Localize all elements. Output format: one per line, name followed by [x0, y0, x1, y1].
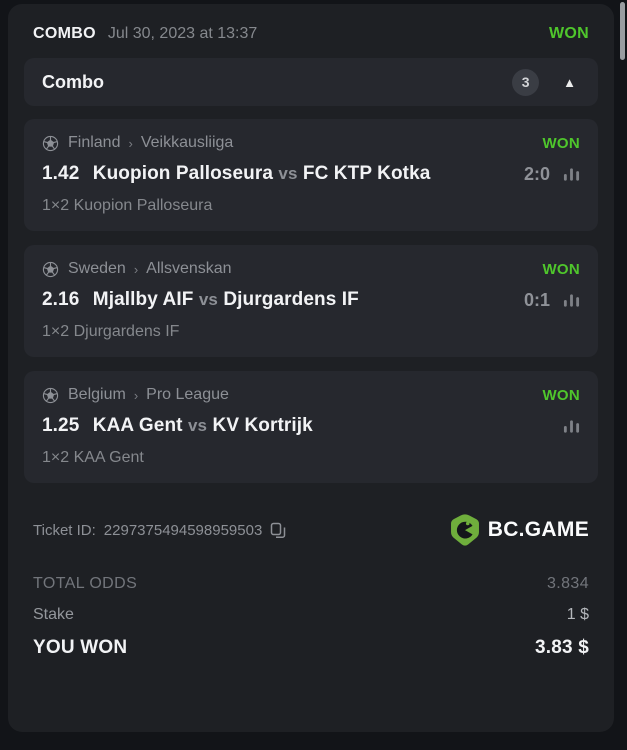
ticket-header: COMBO Jul 30, 2023 at 13:37 WON [8, 4, 614, 56]
vs-label: vs [278, 164, 298, 183]
bet-league-name: Pro League [146, 386, 229, 403]
bet-odds: 1.42 [42, 163, 80, 184]
match-score: 2:0 [523, 163, 550, 184]
bet-type-label: COMBO [33, 25, 96, 42]
copy-icon[interactable] [270, 522, 286, 539]
bet-odds: 1.25 [42, 415, 80, 436]
bet-date: Jul 30, 2023 at 13:37 [107, 25, 258, 42]
bet-league-row: Sweden › Allsvenskan WON [42, 260, 580, 278]
away-team: Djurgardens IF [223, 289, 359, 310]
stats-bars-icon[interactable] [563, 166, 580, 182]
home-team: KAA Gent [92, 415, 183, 436]
breadcrumb-separator: › [133, 387, 139, 403]
bet-league-name: Allsvenskan [146, 260, 232, 277]
bet-pick: 1×2 Kuopion Palloseura [42, 197, 213, 214]
home-team: Kuopion Palloseura [92, 163, 273, 184]
match-score: 0:1 [523, 289, 550, 310]
ticket-status-badge: WON [548, 25, 589, 42]
away-team: KV Kortrijk [212, 415, 313, 436]
bet-pick: 1×2 KAA Gent [42, 449, 144, 466]
soccer-ball-icon [42, 135, 59, 152]
bet-league-name: Veikkausliiga [140, 134, 234, 151]
total-odds-value: 3.834 [546, 575, 589, 592]
bet-country: Finland [68, 134, 121, 151]
bet-match-row: 1.42 Kuopion Palloseura vs FC KTP Kotka … [42, 163, 580, 185]
bet-list: Finland › Veikkausliiga WON 1.42 Kuopion… [24, 119, 598, 483]
bet-league-row: Belgium › Pro League WON [42, 386, 580, 404]
bet-status-badge: WON [542, 134, 580, 152]
combo-collapse-row[interactable]: Combo 3 ▲ [24, 58, 598, 106]
stake-value: 1 $ [566, 606, 589, 623]
ticket-footer: Ticket ID: 2297375494598959503 BC.GAME [33, 513, 589, 659]
stake-label: Stake [33, 606, 74, 623]
vs-label: vs [198, 290, 218, 309]
bet-odds: 2.16 [42, 289, 80, 310]
away-team: FC KTP Kotka [302, 163, 431, 184]
bet-status-badge: WON [542, 260, 580, 278]
combo-label: Combo [42, 71, 104, 92]
bet-card: Belgium › Pro League WON 1.25 KAA Gent v… [24, 371, 598, 483]
bet-match-row: 1.25 KAA Gent vs KV Kortrijk [42, 415, 580, 437]
stats-bars-icon[interactable] [563, 418, 580, 434]
total-odds-label: TOTAL ODDS [33, 575, 138, 592]
home-team: Mjallby AIF [92, 289, 194, 310]
breadcrumb-separator: › [128, 135, 133, 151]
you-won-label: YOU WON [33, 637, 128, 658]
bet-country: Belgium [68, 386, 126, 403]
soccer-ball-icon [42, 261, 59, 278]
ticket-id-label: Ticket ID: [33, 521, 96, 539]
bet-status-badge: WON [542, 386, 580, 404]
bet-card: Sweden › Allsvenskan WON 2.16 Mjallby AI… [24, 245, 598, 357]
soccer-ball-icon [42, 387, 59, 404]
breadcrumb-separator: › [133, 261, 139, 277]
ticket-id-value: 2297375494598959503 [103, 521, 263, 539]
vs-label: vs [188, 416, 208, 435]
bcgame-logo: BC.GAME [450, 513, 589, 547]
you-won-value: 3.83 $ [534, 637, 589, 658]
bet-card: Finland › Veikkausliiga WON 1.42 Kuopion… [24, 119, 598, 231]
bet-league-row: Finland › Veikkausliiga WON [42, 134, 580, 152]
bet-match-row: 2.16 Mjallby AIF vs Djurgardens IF 0:1 [42, 289, 580, 311]
stats-bars-icon[interactable] [563, 292, 580, 308]
scrollbar[interactable] [620, 2, 625, 60]
bet-pick: 1×2 Djurgardens IF [42, 323, 180, 340]
bet-ticket-card: COMBO Jul 30, 2023 at 13:37 WON Combo 3 … [8, 4, 614, 732]
chevron-up-icon: ▲ [563, 74, 576, 90]
bet-country: Sweden [68, 260, 126, 277]
brand-name: BC.GAME [487, 518, 589, 541]
selection-count-badge: 3 [512, 68, 540, 96]
